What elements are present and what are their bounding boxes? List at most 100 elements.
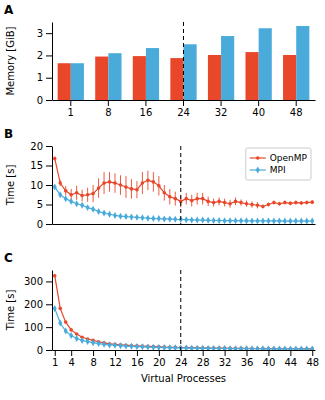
x-tick-label: 32 xyxy=(219,357,232,368)
x-axis: 181624324048 xyxy=(53,100,316,118)
point xyxy=(190,199,194,203)
point xyxy=(151,344,155,350)
x-axis xyxy=(53,224,316,225)
panel: 148121620242832364044480100200300Time [s… xyxy=(4,251,319,384)
bar xyxy=(58,63,71,100)
point xyxy=(223,217,227,224)
point xyxy=(250,203,254,207)
x-tick: 16 xyxy=(131,350,144,368)
line-series xyxy=(53,157,314,209)
bar xyxy=(259,28,272,100)
y-tick-label: 100 xyxy=(24,322,43,333)
bar xyxy=(108,53,121,100)
y-tick: 10 xyxy=(30,180,52,191)
legend-label: OpenMP xyxy=(270,153,308,163)
point xyxy=(152,180,156,184)
point xyxy=(141,181,145,185)
y-tick-mark xyxy=(46,350,52,351)
legend-marker xyxy=(256,156,260,160)
title: A xyxy=(4,3,14,17)
x-tick-mark xyxy=(221,100,222,106)
line-series xyxy=(53,183,315,224)
y-tick-label: 1 xyxy=(37,72,43,83)
point xyxy=(283,218,287,224)
point xyxy=(163,191,167,195)
bar xyxy=(146,48,159,100)
point xyxy=(140,343,144,350)
point xyxy=(245,217,249,224)
point xyxy=(151,215,155,222)
x-tick: 44 xyxy=(284,350,297,368)
figure: 1816243240480123Memory [GiB]A05101520Tim… xyxy=(0,0,325,400)
point xyxy=(266,345,270,350)
point xyxy=(190,345,194,350)
point xyxy=(53,157,57,161)
point xyxy=(201,197,205,201)
point xyxy=(75,191,79,195)
point xyxy=(108,211,112,218)
point xyxy=(108,180,112,184)
y-tick-mark xyxy=(46,100,52,101)
y-tick: 0 xyxy=(37,219,52,230)
point xyxy=(294,218,298,224)
x-tick-mark xyxy=(55,350,56,356)
y-tick: 100 xyxy=(24,322,52,333)
y-tick-mark xyxy=(46,166,52,167)
x-tick: 32 xyxy=(219,350,232,368)
bar xyxy=(283,55,296,100)
x-axis-line xyxy=(53,224,316,225)
y-tick: 20 xyxy=(30,141,52,152)
x-tick-label: 28 xyxy=(197,357,210,368)
point xyxy=(173,216,177,223)
point xyxy=(201,217,205,224)
point xyxy=(86,204,90,211)
point xyxy=(118,213,122,220)
point xyxy=(157,184,161,188)
point xyxy=(277,217,281,224)
point xyxy=(245,345,249,350)
point xyxy=(135,214,139,221)
point xyxy=(91,192,95,196)
point xyxy=(53,274,57,278)
point xyxy=(255,345,259,350)
point xyxy=(310,346,314,350)
point xyxy=(195,345,199,350)
x-tick-label: 16 xyxy=(140,107,153,118)
point xyxy=(102,181,106,185)
reference-line xyxy=(180,270,181,350)
y-tick: 0 xyxy=(37,345,52,356)
point xyxy=(234,345,238,350)
point xyxy=(294,345,298,350)
x-tick-mark xyxy=(312,350,313,356)
x-tick-mark xyxy=(225,350,226,356)
point xyxy=(288,218,292,224)
legend-frame xyxy=(246,148,311,180)
x-tick: 48 xyxy=(290,100,303,118)
point xyxy=(69,332,73,339)
x-tick: 4 xyxy=(68,350,74,368)
point xyxy=(86,193,90,197)
legend-label: MPI xyxy=(270,165,286,175)
y-axis-line xyxy=(52,271,53,351)
point xyxy=(300,201,304,205)
x-tick-label: 48 xyxy=(290,107,303,118)
x-tick-label: 24 xyxy=(177,107,190,118)
point xyxy=(212,345,216,350)
point xyxy=(69,198,73,205)
x-tick: 8 xyxy=(105,100,111,118)
x-tick-label: 32 xyxy=(215,107,228,118)
x-tick: 48 xyxy=(306,350,319,368)
point xyxy=(64,195,68,202)
y-tick-mark xyxy=(46,205,52,206)
point xyxy=(113,181,117,185)
plot-area xyxy=(58,22,310,100)
point xyxy=(184,197,188,201)
point xyxy=(80,337,84,344)
point xyxy=(217,200,221,204)
point xyxy=(113,342,117,349)
point xyxy=(97,340,101,347)
point xyxy=(135,188,139,192)
x-tick-label: 20 xyxy=(153,357,166,368)
bar xyxy=(296,26,309,100)
point xyxy=(261,217,265,224)
